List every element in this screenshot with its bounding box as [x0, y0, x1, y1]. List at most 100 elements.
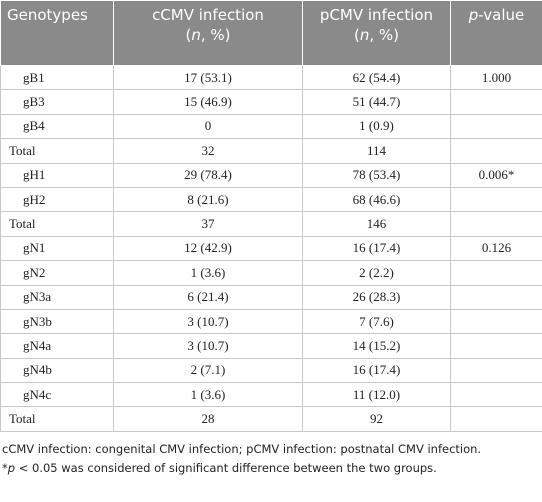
table-cell: 68 (46.6): [302, 186, 451, 213]
table-cell: 2 (2.2): [302, 260, 451, 286]
footnote: *p < 0.05 was considered of significant …: [2, 460, 540, 476]
row-label: gB4: [0, 113, 114, 140]
table-cell: [450, 382, 542, 408]
table-row: Total 32 114: [0, 138, 542, 164]
text-run: p: [468, 6, 479, 24]
table-cell: [450, 357, 542, 384]
table-cell: 29 (78.4): [113, 162, 303, 188]
table-cell: [450, 211, 542, 237]
text-run: n: [191, 26, 201, 44]
table-cell: 0.126: [450, 235, 542, 262]
genotype-table: Genotypes cCMV infection (n, %) pCMV infect…: [0, 0, 542, 432]
row-label: gN4b: [0, 357, 114, 384]
text-run: n: [359, 26, 370, 44]
table-row: gH1 29 (78.4) 78 (53.4) 0.006*: [0, 162, 542, 188]
row-label: Total: [0, 138, 114, 164]
table-cell: 1.000: [450, 64, 542, 91]
table-cell: [450, 260, 542, 286]
table-cell: 1 (3.6): [113, 382, 303, 408]
table-cell: 62 (54.4): [302, 64, 451, 91]
table-cell: 16 (17.4): [302, 235, 451, 262]
table-cell: [450, 186, 542, 213]
header-line: p-value: [457, 5, 536, 25]
table-row: gN4a 3 (10.7) 14 (15.2): [0, 333, 542, 359]
table-cell: 3 (10.7): [113, 333, 303, 359]
table-cell: [450, 113, 542, 140]
table-row: Total 28 92: [0, 406, 542, 432]
header-row: Genotypes cCMV infection (n, %) pCMV infect…: [0, 0, 542, 66]
table-cell: 3 (10.7): [113, 308, 303, 335]
table-cell: 17 (53.1): [113, 64, 303, 91]
table-cell: 0: [113, 113, 303, 140]
table-cell: 16 (17.4): [302, 357, 451, 384]
table-cell: 15 (46.9): [113, 89, 303, 115]
table-row: Total 37 146: [0, 211, 542, 237]
table-cell: [450, 406, 542, 432]
table-cell: 146: [302, 211, 451, 237]
table-cell: 92: [302, 406, 451, 432]
table-cell: [450, 138, 542, 164]
text-run: (: [185, 26, 192, 44]
text-run: -value: [478, 6, 525, 24]
table-cell: 7 (7.6): [302, 308, 451, 335]
row-label: gN3a: [0, 284, 114, 310]
row-label: gH1: [0, 162, 114, 188]
table-cell: 51 (44.7): [302, 89, 451, 115]
table-cell: 14 (15.2): [302, 333, 451, 359]
table-row: gN3b 3 (10.7) 7 (7.6): [0, 308, 542, 335]
table-row: gN4c 1 (3.6) 11 (12.0): [0, 382, 542, 408]
table-cell: 28: [113, 406, 303, 432]
table-cell: 11 (12.0): [302, 382, 451, 408]
table-cell: 26 (28.3): [302, 284, 451, 310]
header-line: (n, %): [120, 25, 296, 45]
text-run: , %): [200, 26, 231, 44]
header-cell: Genotypes: [0, 0, 114, 66]
row-label: gN4a: [0, 333, 114, 359]
row-label: gN2: [0, 260, 114, 286]
table-cell: 1 (0.9): [302, 113, 451, 140]
table-row: gB4 0 1 (0.9): [0, 113, 542, 140]
header-line: pCMV infection: [309, 5, 444, 25]
row-label: gN3b: [0, 308, 114, 335]
text-run: pCMV infection: [319, 6, 434, 24]
footnotes: cCMV infection: congenital CMV infection…: [0, 432, 542, 476]
row-label: Total: [0, 406, 114, 432]
text-run: cCMV infection: [152, 6, 264, 24]
table-cell: 1 (3.6): [113, 260, 303, 286]
text-run: *: [2, 460, 8, 475]
table-cell: 2 (7.1): [113, 357, 303, 384]
row-label: gB3: [0, 89, 114, 115]
table-row: gN3a 6 (21.4) 26 (28.3): [0, 284, 542, 310]
table-cell: 0.006*: [450, 162, 542, 188]
table-cell: 6 (21.4): [113, 284, 303, 310]
text-run: Genotypes: [7, 6, 88, 24]
header-line: (n, %): [309, 25, 444, 45]
row-label: gN4c: [0, 382, 114, 408]
table-row: gN1 12 (42.9) 16 (17.4) 0.126: [0, 235, 542, 262]
table-cell: [450, 284, 542, 310]
header-cell: p-value: [450, 0, 542, 66]
footnote: cCMV infection: congenital CMV infection…: [2, 441, 540, 457]
table-row: gN4b 2 (7.1) 16 (17.4): [0, 357, 542, 384]
header-cell: pCMV infection (n, %): [302, 0, 451, 66]
table-cell: 114: [302, 138, 451, 164]
text-run: , %): [369, 26, 400, 44]
table-row: gN2 1 (3.6) 2 (2.2): [0, 260, 542, 286]
table-cell: 32: [113, 138, 303, 164]
table-cell: [450, 333, 542, 359]
header-line: Genotypes: [7, 5, 107, 25]
table-cell: [450, 89, 542, 115]
header-cell: cCMV infection (n, %): [113, 0, 303, 66]
row-label: gH2: [0, 186, 114, 213]
text-run: (: [353, 26, 360, 44]
table-cell: [450, 308, 542, 335]
table-row: gB1 17 (53.1) 62 (54.4) 1.000: [0, 64, 542, 91]
table-row: gH2 8 (21.6) 68 (46.6): [0, 186, 542, 213]
text-run: < 0.05 was considered of significant dif…: [15, 460, 437, 475]
table-cell: 12 (42.9): [113, 235, 303, 262]
row-label: gN1: [0, 235, 114, 262]
row-label: gB1: [0, 64, 114, 91]
table-body: gB1 17 (53.1) 62 (54.4) 1.000 gB3 15 (46.9) 51…: [0, 64, 542, 432]
table-cell: 37: [113, 211, 303, 237]
